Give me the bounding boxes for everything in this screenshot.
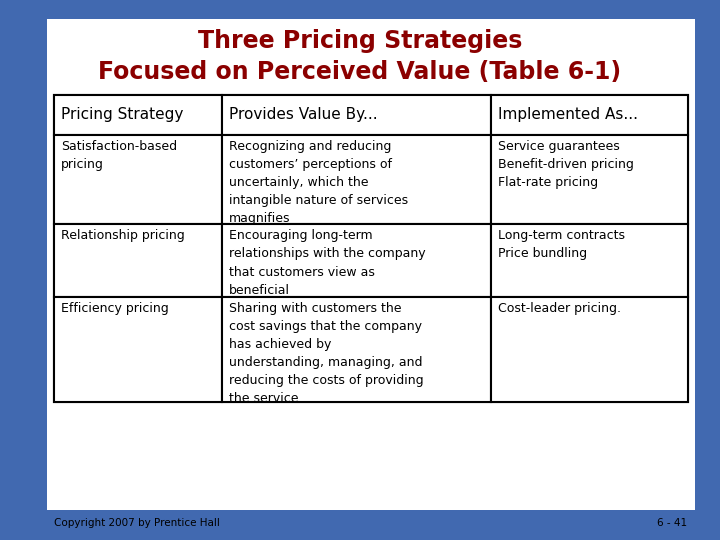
- Text: Relationship pricing: Relationship pricing: [61, 230, 185, 242]
- Bar: [491, 224, 688, 297]
- Bar: [54, 297, 222, 402]
- Bar: [222, 297, 491, 402]
- Bar: [491, 135, 688, 224]
- Bar: [54, 135, 222, 224]
- Text: Recognizing and reducing
customers’ perceptions of
uncertainly, which the
intang: Recognizing and reducing customers’ perc…: [229, 140, 408, 225]
- Text: Efficiency pricing: Efficiency pricing: [61, 302, 169, 315]
- Bar: [54, 94, 688, 402]
- Text: Sharing with customers the
cost savings that the company
has achieved by
underst: Sharing with customers the cost savings …: [229, 302, 424, 406]
- Text: Encouraging long-term
relationships with the company
that customers view as
bene: Encouraging long-term relationships with…: [229, 230, 426, 296]
- Text: 6 - 41: 6 - 41: [657, 518, 688, 528]
- Text: Long-term contracts
Price bundling: Long-term contracts Price bundling: [498, 230, 626, 260]
- Text: Service guarantees
Benefit-driven pricing
Flat-rate pricing: Service guarantees Benefit-driven pricin…: [498, 140, 634, 190]
- Bar: [491, 297, 688, 402]
- Text: Copyright 2007 by Prentice Hall: Copyright 2007 by Prentice Hall: [54, 518, 220, 528]
- Text: Cost-leader pricing.: Cost-leader pricing.: [498, 302, 621, 315]
- Bar: [54, 224, 222, 297]
- Bar: [491, 94, 688, 135]
- Text: Provides Value By...: Provides Value By...: [229, 107, 378, 122]
- Text: Satisfaction-based
pricing: Satisfaction-based pricing: [61, 140, 177, 171]
- Text: Implemented As...: Implemented As...: [498, 107, 639, 122]
- Bar: [47, 19, 695, 510]
- Text: Pricing Strategy: Pricing Strategy: [61, 107, 184, 122]
- Bar: [222, 224, 491, 297]
- Bar: [222, 94, 491, 135]
- Bar: [222, 135, 491, 224]
- Text: Three Pricing Strategies
Focused on Perceived Value (Table 6-1): Three Pricing Strategies Focused on Perc…: [99, 29, 621, 84]
- Bar: [54, 94, 222, 135]
